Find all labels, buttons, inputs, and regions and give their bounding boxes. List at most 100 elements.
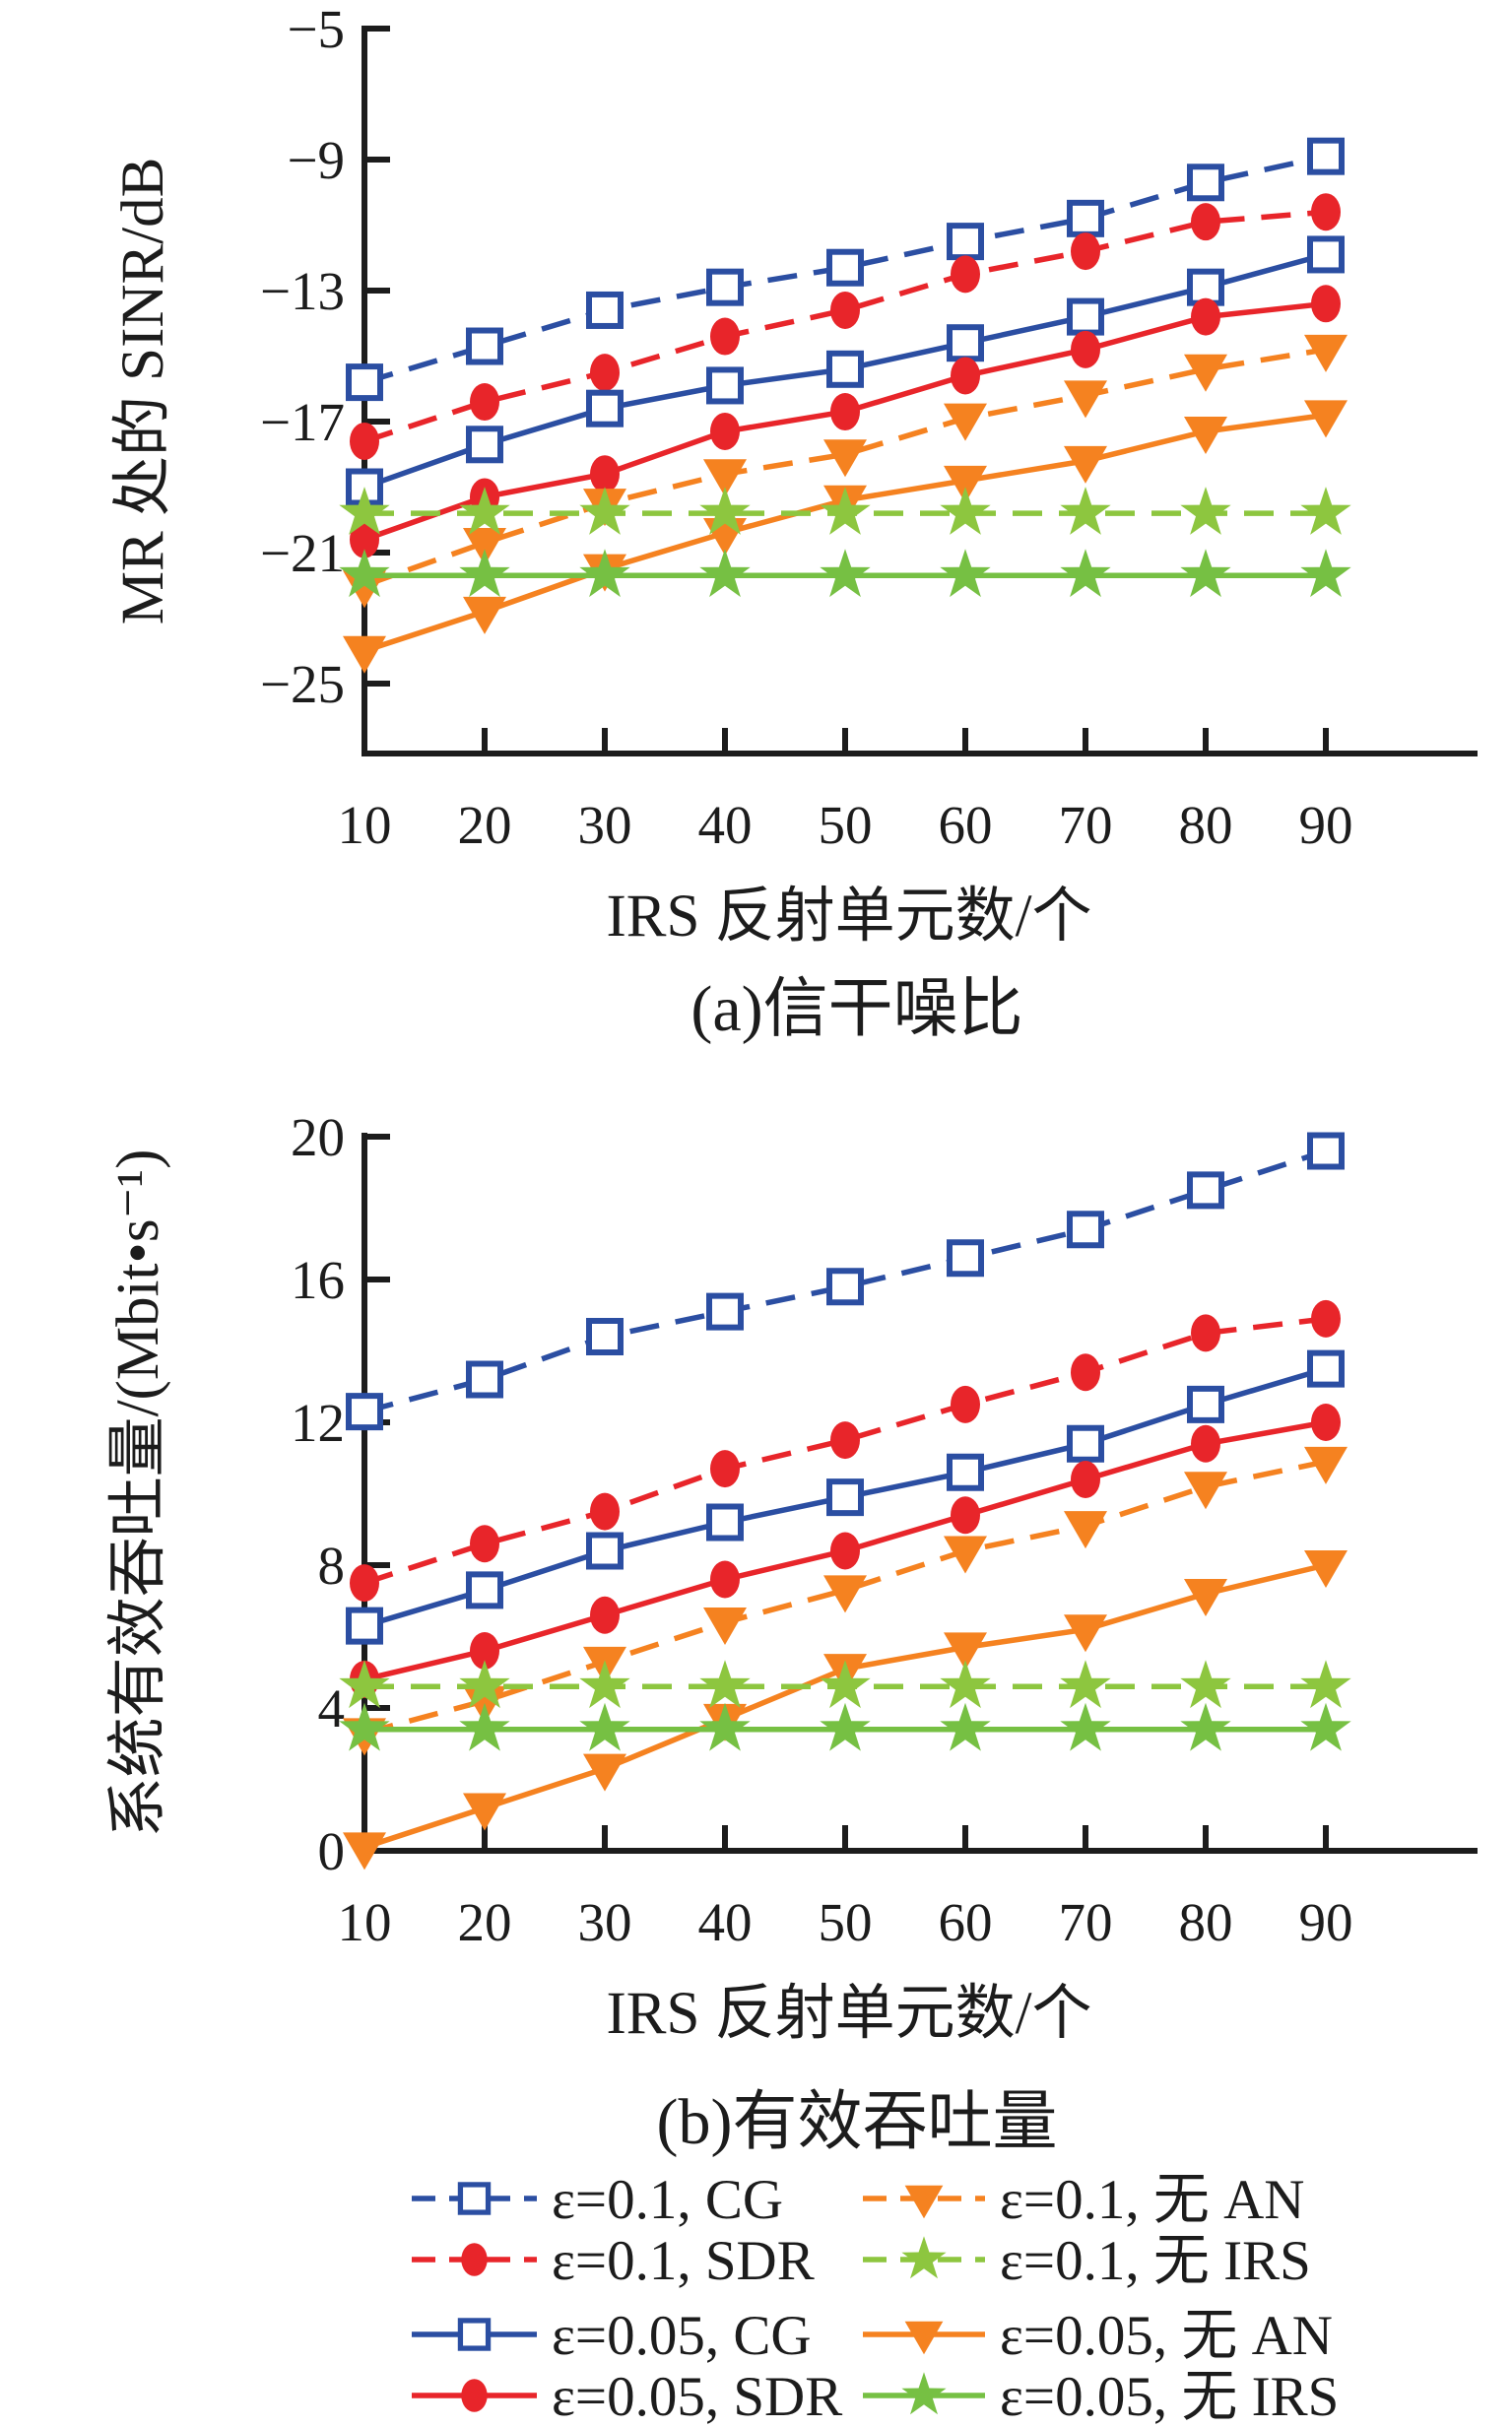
marker-circle: [830, 393, 860, 431]
marker-circle: [951, 1385, 980, 1423]
legend-entry-label: ε=0.1, SDR: [552, 2230, 815, 2292]
marker-triangle-down: [463, 1793, 506, 1831]
marker-star: [820, 1660, 871, 1709]
marker-circle: [590, 455, 620, 493]
x-tick-label: 20: [458, 1892, 512, 1952]
marker-circle: [590, 354, 620, 392]
series-line-0: [363, 1148, 1327, 1414]
marker-square-open: [947, 1453, 984, 1491]
x-tick-label: 40: [698, 1892, 753, 1952]
marker-star: [579, 487, 630, 535]
marker-square-open: [947, 1239, 984, 1278]
legend-entry-label: ε=0.05, CG: [552, 2305, 812, 2367]
marker-circle: [350, 422, 379, 460]
chart-b-y-axis-title: 系统有效吞吐量/(Mbit•s⁻¹): [105, 1149, 171, 1838]
x-tick-label: 50: [819, 795, 873, 855]
chart-a-y-axis-title: MR 处的 SINR/dB: [110, 158, 176, 625]
marker-square-open: [1187, 1385, 1224, 1423]
marker-triangle-down: [343, 1832, 386, 1870]
marker-square-open: [706, 1503, 744, 1542]
marker-star: [901, 2372, 947, 2415]
marker-circle: [461, 2243, 488, 2276]
marker-circle: [951, 1496, 980, 1535]
marker-star: [940, 549, 991, 598]
marker-square-open: [466, 1571, 503, 1609]
marker-triangle-down: [823, 439, 867, 478]
marker-circle: [710, 317, 740, 356]
marker-star: [459, 1660, 510, 1709]
marker-circle: [830, 1532, 860, 1570]
marker-circle: [1191, 203, 1220, 241]
marker-circle: [830, 1421, 860, 1460]
legend-entry-label: ε=0.1, 无 IRS: [1000, 2230, 1311, 2292]
marker-star: [339, 549, 390, 598]
x-tick-label: 20: [458, 795, 512, 855]
chart-a-x-axis-title: IRS 反射单元数/个: [606, 884, 1091, 950]
marker-star: [1180, 1660, 1231, 1709]
marker-star: [1300, 1702, 1351, 1751]
marker-square-open: [1187, 164, 1224, 202]
marker-triangle-down: [904, 2321, 944, 2355]
marker-circle: [710, 1560, 740, 1599]
y-tick-label: −13: [260, 261, 345, 321]
marker-triangle-down: [1184, 1472, 1227, 1510]
x-tick-label: 40: [698, 795, 753, 855]
x-tick-label: 80: [1179, 1892, 1233, 1952]
marker-circle: [1311, 1299, 1341, 1338]
marker-circle: [1071, 1353, 1100, 1392]
marker-triangle-down: [944, 465, 987, 503]
x-tick-label: 80: [1179, 795, 1233, 855]
marker-circle: [1191, 1314, 1220, 1352]
marker-star: [1300, 1660, 1351, 1709]
marker-circle: [1071, 232, 1100, 271]
marker-square-open: [826, 1268, 864, 1306]
y-tick-label: 4: [318, 1678, 346, 1739]
chart-b-subtitle: (b)有效吞吐量: [657, 2086, 1058, 2158]
marker-circle: [470, 383, 499, 422]
marker-triangle-down: [703, 1608, 747, 1645]
marker-star: [820, 1702, 871, 1751]
marker-square-open: [1067, 1211, 1104, 1249]
marker-square-open: [586, 1532, 624, 1570]
y-tick-label: −21: [260, 523, 345, 583]
marker-star: [699, 487, 751, 535]
marker-star: [940, 1702, 991, 1751]
marker-star: [1180, 487, 1231, 535]
x-tick-label: 50: [819, 1892, 873, 1952]
legend-entry-label: ε=0.05, 无 IRS: [1000, 2366, 1339, 2428]
marker-triangle-down: [904, 2185, 944, 2219]
marker-circle: [1311, 285, 1341, 323]
marker-square-open: [1067, 199, 1104, 237]
marker-triangle-down: [1064, 1614, 1107, 1653]
marker-square-open: [1187, 1171, 1224, 1210]
marker-triangle-down: [944, 403, 987, 441]
marker-triangle-down: [823, 1575, 867, 1613]
marker-circle: [470, 1525, 499, 1563]
marker-triangle-down: [1184, 354, 1227, 392]
marker-square-open: [346, 1393, 383, 1431]
marker-square-open: [1067, 297, 1104, 336]
marker-triangle-down: [1304, 1550, 1348, 1588]
marker-triangle-down: [944, 1536, 987, 1574]
y-tick-label: −17: [260, 392, 345, 452]
marker-circle: [461, 2379, 488, 2412]
marker-circle: [350, 1564, 379, 1603]
marker-circle: [1191, 1424, 1220, 1463]
marker-square-open: [466, 426, 503, 464]
marker-square-open: [346, 363, 383, 402]
marker-star: [1180, 549, 1231, 598]
marker-square-open: [706, 1292, 744, 1331]
y-tick-label: 12: [291, 1393, 345, 1453]
y-tick-label: 8: [318, 1536, 346, 1596]
marker-circle: [830, 291, 860, 329]
series-line-1: [363, 1316, 1327, 1586]
marker-triangle-down: [1064, 380, 1107, 419]
marker-triangle-down: [583, 1753, 626, 1792]
marker-square-open: [826, 1478, 864, 1517]
marker-triangle-down: [1184, 1579, 1227, 1616]
marker-circle: [350, 520, 379, 558]
marker-square-open: [346, 1607, 383, 1645]
marker-triangle-down: [463, 528, 506, 566]
x-tick-label: 30: [578, 795, 632, 855]
